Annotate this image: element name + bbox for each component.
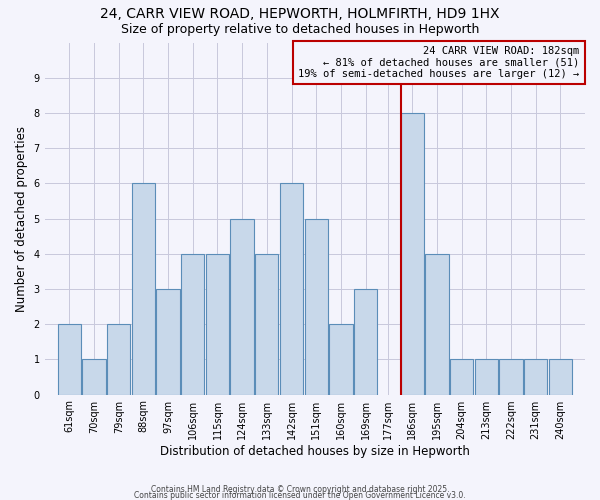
Bar [401,113,424,394]
Bar [475,360,498,394]
Bar [107,324,130,394]
Text: Contains public sector information licensed under the Open Government Licence v3: Contains public sector information licen… [134,491,466,500]
Bar [425,254,449,394]
Bar [280,184,303,394]
X-axis label: Distribution of detached houses by size in Hepworth: Distribution of detached houses by size … [160,444,470,458]
Bar [157,289,180,395]
Text: 24, CARR VIEW ROAD, HEPWORTH, HOLMFIRTH, HD9 1HX: 24, CARR VIEW ROAD, HEPWORTH, HOLMFIRTH,… [100,8,500,22]
Y-axis label: Number of detached properties: Number of detached properties [15,126,28,312]
Bar [181,254,205,394]
Bar [499,360,523,394]
Bar [255,254,278,394]
Text: Size of property relative to detached houses in Hepworth: Size of property relative to detached ho… [121,22,479,36]
Bar [206,254,229,394]
Bar [450,360,473,394]
Text: 24 CARR VIEW ROAD: 182sqm
← 81% of detached houses are smaller (51)
19% of semi-: 24 CARR VIEW ROAD: 182sqm ← 81% of detac… [298,46,580,79]
Bar [230,218,254,394]
Bar [82,360,106,394]
Bar [132,184,155,394]
Bar [354,289,377,395]
Bar [548,360,572,394]
Bar [58,324,81,394]
Bar [329,324,353,394]
Text: Contains HM Land Registry data © Crown copyright and database right 2025.: Contains HM Land Registry data © Crown c… [151,485,449,494]
Bar [305,218,328,394]
Bar [524,360,547,394]
